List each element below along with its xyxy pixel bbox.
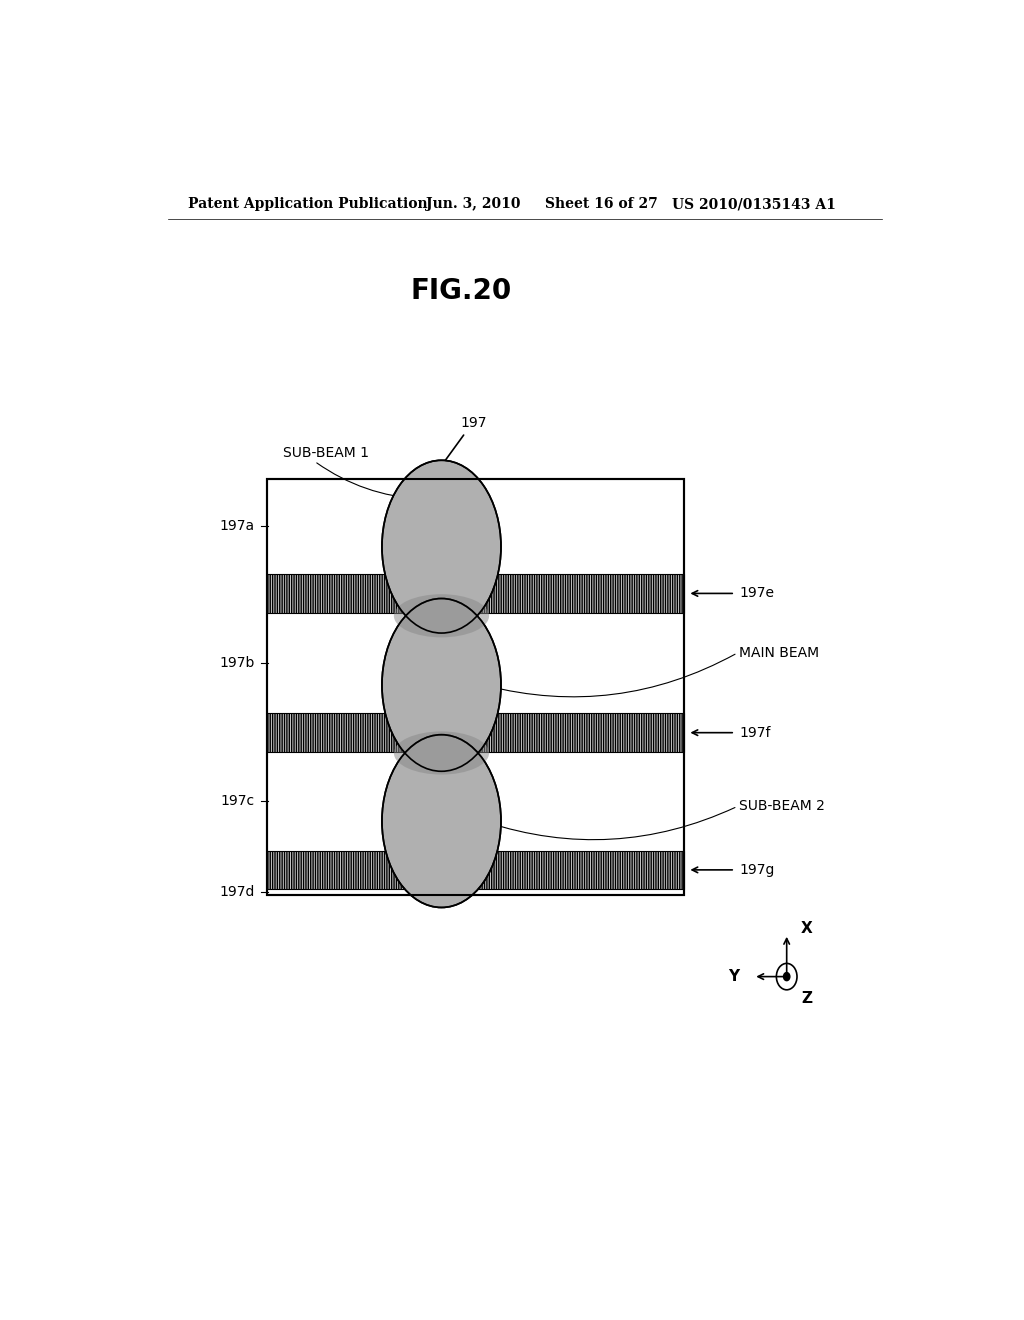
Bar xyxy=(267,574,684,612)
Text: 197b: 197b xyxy=(219,656,255,671)
Text: SUB-BEAM 1: SUB-BEAM 1 xyxy=(283,446,369,461)
Text: Sheet 16 of 27: Sheet 16 of 27 xyxy=(545,197,657,211)
Bar xyxy=(267,850,684,890)
Text: X: X xyxy=(801,921,813,936)
Bar xyxy=(267,479,684,895)
Text: US 2010/0135143 A1: US 2010/0135143 A1 xyxy=(672,197,836,211)
Text: 197e: 197e xyxy=(739,586,774,601)
Ellipse shape xyxy=(382,461,501,634)
Ellipse shape xyxy=(382,598,501,771)
Text: SUB-BEAM 2: SUB-BEAM 2 xyxy=(739,800,825,813)
Bar xyxy=(267,479,684,895)
Text: 197d: 197d xyxy=(219,886,255,899)
Text: 197: 197 xyxy=(460,416,486,430)
Text: MAIN BEAM: MAIN BEAM xyxy=(739,645,819,660)
Text: 197c: 197c xyxy=(221,795,255,808)
Text: 197a: 197a xyxy=(220,519,255,533)
Text: Z: Z xyxy=(801,991,812,1006)
Bar xyxy=(267,713,684,752)
Text: 197g: 197g xyxy=(739,863,774,876)
Circle shape xyxy=(783,973,790,981)
Ellipse shape xyxy=(394,594,489,638)
Text: 197f: 197f xyxy=(739,726,771,739)
Text: Y: Y xyxy=(728,969,739,985)
Ellipse shape xyxy=(394,731,489,775)
Text: Patent Application Publication: Patent Application Publication xyxy=(187,197,427,211)
Text: Jun. 3, 2010: Jun. 3, 2010 xyxy=(426,197,520,211)
Ellipse shape xyxy=(382,735,501,907)
Text: FIG.20: FIG.20 xyxy=(411,276,512,305)
